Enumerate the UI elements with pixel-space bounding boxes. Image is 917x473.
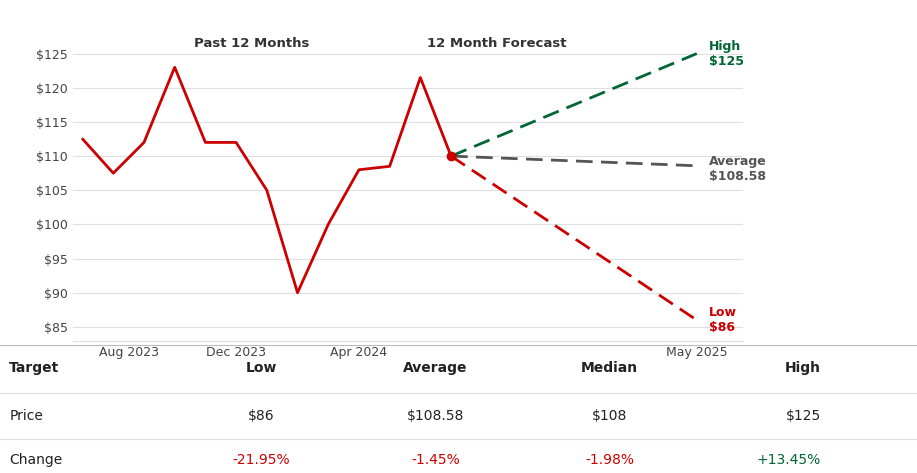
Text: 12 Month Forecast: 12 Month Forecast	[427, 36, 567, 50]
Text: Low
$86: Low $86	[709, 306, 737, 334]
Text: Average: Average	[403, 361, 468, 375]
Text: Target: Target	[9, 361, 60, 375]
Text: $108.58: $108.58	[407, 409, 464, 422]
Text: High: High	[785, 361, 821, 375]
Text: High
$125: High $125	[709, 40, 744, 68]
Text: Low: Low	[246, 361, 277, 375]
Text: $86: $86	[248, 409, 275, 422]
Text: Average
$108.58: Average $108.58	[709, 155, 767, 183]
Text: -1.98%: -1.98%	[585, 453, 635, 467]
Text: $108: $108	[592, 409, 627, 422]
Text: Change: Change	[9, 453, 62, 467]
Text: -21.95%: -21.95%	[233, 453, 290, 467]
Text: Price: Price	[9, 409, 43, 422]
Text: $125: $125	[786, 409, 821, 422]
Text: Median: Median	[581, 361, 638, 375]
Text: Past 12 Months: Past 12 Months	[193, 36, 309, 50]
Text: -1.45%: -1.45%	[411, 453, 460, 467]
Text: +13.45%: +13.45%	[757, 453, 821, 467]
